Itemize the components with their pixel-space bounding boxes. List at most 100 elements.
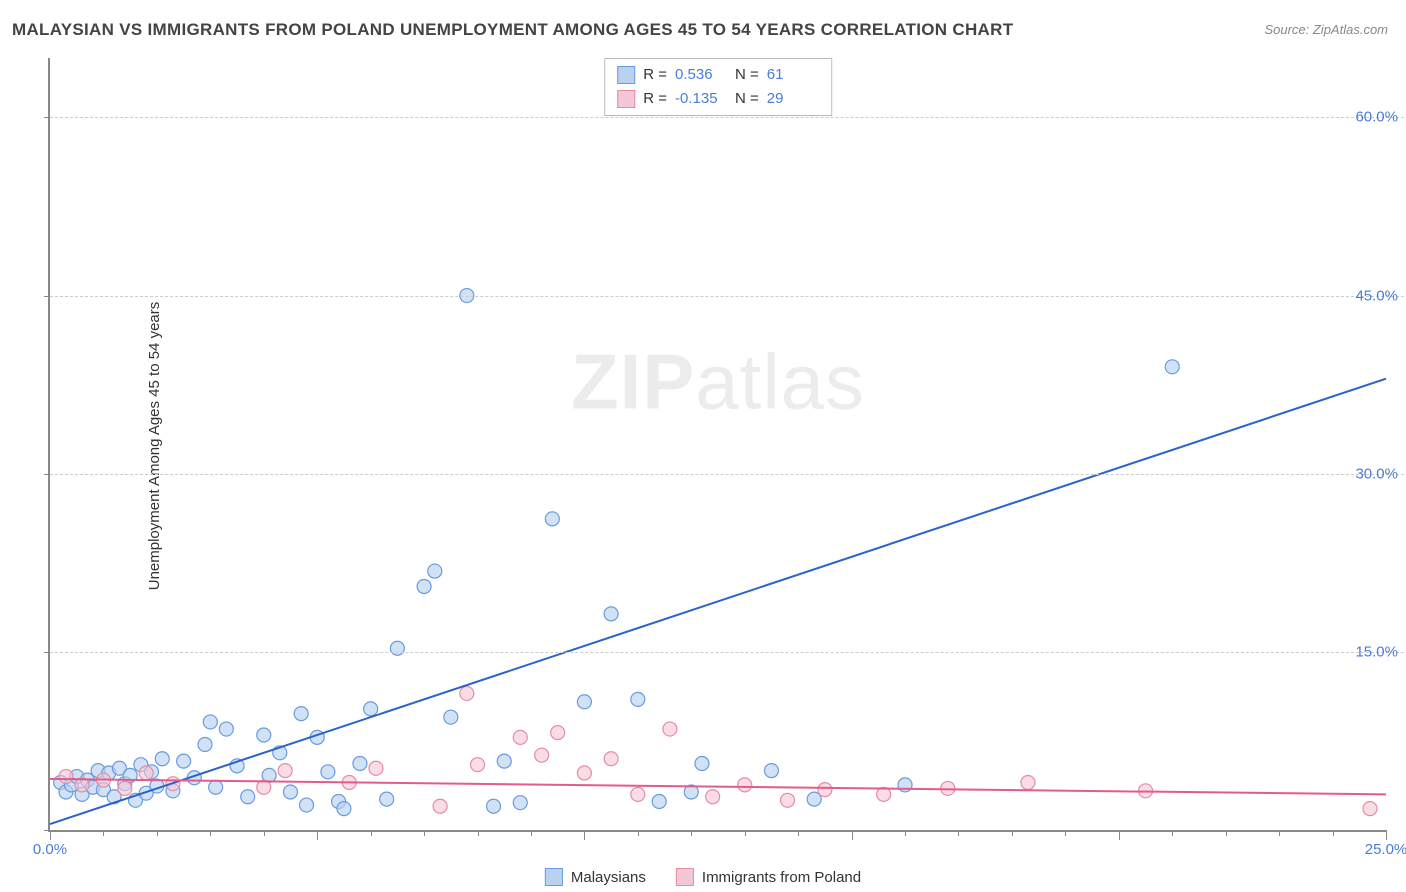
scatter-point bbox=[695, 756, 709, 770]
x-axis-minor-tick bbox=[745, 830, 746, 836]
y-tick-label: 30.0% bbox=[1355, 465, 1398, 482]
scatter-point bbox=[652, 794, 666, 808]
trend-line bbox=[50, 379, 1386, 824]
scatter-point bbox=[577, 695, 591, 709]
scatter-point bbox=[380, 792, 394, 806]
scatter-point bbox=[337, 802, 351, 816]
scatter-point bbox=[551, 726, 565, 740]
scatter-point bbox=[460, 686, 474, 700]
scatter-point bbox=[428, 564, 442, 578]
scatter-point bbox=[513, 730, 527, 744]
y-tick-label: 15.0% bbox=[1355, 643, 1398, 660]
x-axis-minor-tick bbox=[691, 830, 692, 836]
scatter-point bbox=[706, 790, 720, 804]
x-axis-tick bbox=[317, 830, 318, 840]
scatter-point bbox=[444, 710, 458, 724]
scatter-point bbox=[294, 707, 308, 721]
scatter-point bbox=[139, 766, 153, 780]
legend-swatch bbox=[676, 868, 694, 886]
gridline-horizontal bbox=[50, 474, 1404, 475]
scatter-point bbox=[1021, 775, 1035, 789]
scatter-point bbox=[818, 783, 832, 797]
scatter-point bbox=[300, 798, 314, 812]
legend-item: Immigrants from Poland bbox=[676, 868, 861, 886]
scatter-point bbox=[369, 761, 383, 775]
gridline-horizontal bbox=[50, 117, 1404, 118]
scatter-point bbox=[219, 722, 233, 736]
scatter-point bbox=[198, 737, 212, 751]
scatter-plot-svg bbox=[50, 58, 1386, 830]
scatter-point bbox=[497, 754, 511, 768]
scatter-point bbox=[1165, 360, 1179, 374]
x-axis-minor-tick bbox=[478, 830, 479, 836]
x-axis-minor-tick bbox=[1172, 830, 1173, 836]
x-axis-minor-tick bbox=[157, 830, 158, 836]
x-axis-tick bbox=[1119, 830, 1120, 840]
scatter-point bbox=[663, 722, 677, 736]
scatter-point bbox=[278, 764, 292, 778]
scatter-point bbox=[177, 754, 191, 768]
x-axis-tick bbox=[852, 830, 853, 840]
legend-item: Malaysians bbox=[545, 868, 646, 886]
legend-swatch bbox=[545, 868, 563, 886]
x-axis-minor-tick bbox=[210, 830, 211, 836]
legend-label: Malaysians bbox=[571, 869, 646, 886]
scatter-point bbox=[209, 780, 223, 794]
scatter-point bbox=[738, 778, 752, 792]
x-axis-minor-tick bbox=[1333, 830, 1334, 836]
x-axis-minor-tick bbox=[371, 830, 372, 836]
x-axis-minor-tick bbox=[1279, 830, 1280, 836]
x-axis-tick bbox=[50, 830, 51, 840]
scatter-point bbox=[433, 799, 447, 813]
y-axis-tick bbox=[44, 474, 50, 475]
scatter-point bbox=[780, 793, 794, 807]
scatter-point bbox=[59, 770, 73, 784]
x-tick-label: 0.0% bbox=[33, 841, 67, 858]
gridline-horizontal bbox=[50, 296, 1404, 297]
scatter-point bbox=[487, 799, 501, 813]
scatter-point bbox=[631, 787, 645, 801]
y-axis-tick bbox=[44, 652, 50, 653]
chart-plot-area: ZIPatlas R =0.536N =61R =-0.135N =29 15.… bbox=[48, 58, 1386, 832]
y-axis-tick bbox=[44, 117, 50, 118]
scatter-point bbox=[577, 766, 591, 780]
scatter-point bbox=[1363, 802, 1377, 816]
scatter-point bbox=[545, 512, 559, 526]
legend-label: Immigrants from Poland bbox=[702, 869, 861, 886]
x-axis-tick bbox=[1386, 830, 1387, 840]
scatter-point bbox=[257, 728, 271, 742]
scatter-point bbox=[353, 756, 367, 770]
y-tick-label: 60.0% bbox=[1355, 109, 1398, 126]
x-axis-minor-tick bbox=[264, 830, 265, 836]
scatter-point bbox=[604, 752, 618, 766]
scatter-point bbox=[604, 607, 618, 621]
y-axis-tick bbox=[44, 296, 50, 297]
bottom-legend: Malaysians Immigrants from Poland bbox=[545, 868, 861, 886]
x-axis-minor-tick bbox=[905, 830, 906, 836]
source-attribution: Source: ZipAtlas.com bbox=[1264, 22, 1388, 37]
x-axis-minor-tick bbox=[1226, 830, 1227, 836]
scatter-point bbox=[203, 715, 217, 729]
x-axis-minor-tick bbox=[1012, 830, 1013, 836]
scatter-point bbox=[471, 758, 485, 772]
gridline-horizontal bbox=[50, 652, 1404, 653]
x-tick-label: 25.0% bbox=[1365, 841, 1406, 858]
scatter-point bbox=[118, 781, 132, 795]
chart-title: MALAYSIAN VS IMMIGRANTS FROM POLAND UNEM… bbox=[12, 20, 1013, 40]
x-axis-minor-tick bbox=[531, 830, 532, 836]
y-tick-label: 45.0% bbox=[1355, 287, 1398, 304]
x-axis-minor-tick bbox=[424, 830, 425, 836]
x-axis-minor-tick bbox=[958, 830, 959, 836]
scatter-point bbox=[513, 796, 527, 810]
x-axis-tick bbox=[584, 830, 585, 840]
x-axis-minor-tick bbox=[1065, 830, 1066, 836]
scatter-point bbox=[764, 764, 778, 778]
scatter-point bbox=[364, 702, 378, 716]
scatter-point bbox=[155, 752, 169, 766]
scatter-point bbox=[283, 785, 297, 799]
x-axis-minor-tick bbox=[798, 830, 799, 836]
scatter-point bbox=[321, 765, 335, 779]
scatter-point bbox=[631, 692, 645, 706]
x-axis-minor-tick bbox=[103, 830, 104, 836]
x-axis-minor-tick bbox=[638, 830, 639, 836]
